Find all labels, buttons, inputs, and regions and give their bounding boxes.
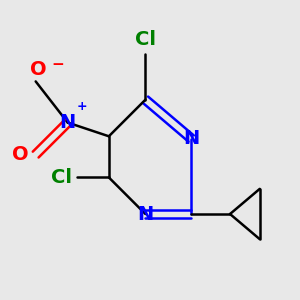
Text: Cl: Cl (135, 30, 156, 50)
Text: N: N (60, 113, 76, 132)
Text: O: O (30, 60, 46, 79)
Text: Cl: Cl (51, 168, 72, 187)
Text: +: + (77, 100, 88, 113)
Text: N: N (137, 205, 154, 224)
Text: −: − (52, 57, 64, 72)
Text: O: O (12, 145, 29, 164)
Text: N: N (183, 129, 199, 148)
